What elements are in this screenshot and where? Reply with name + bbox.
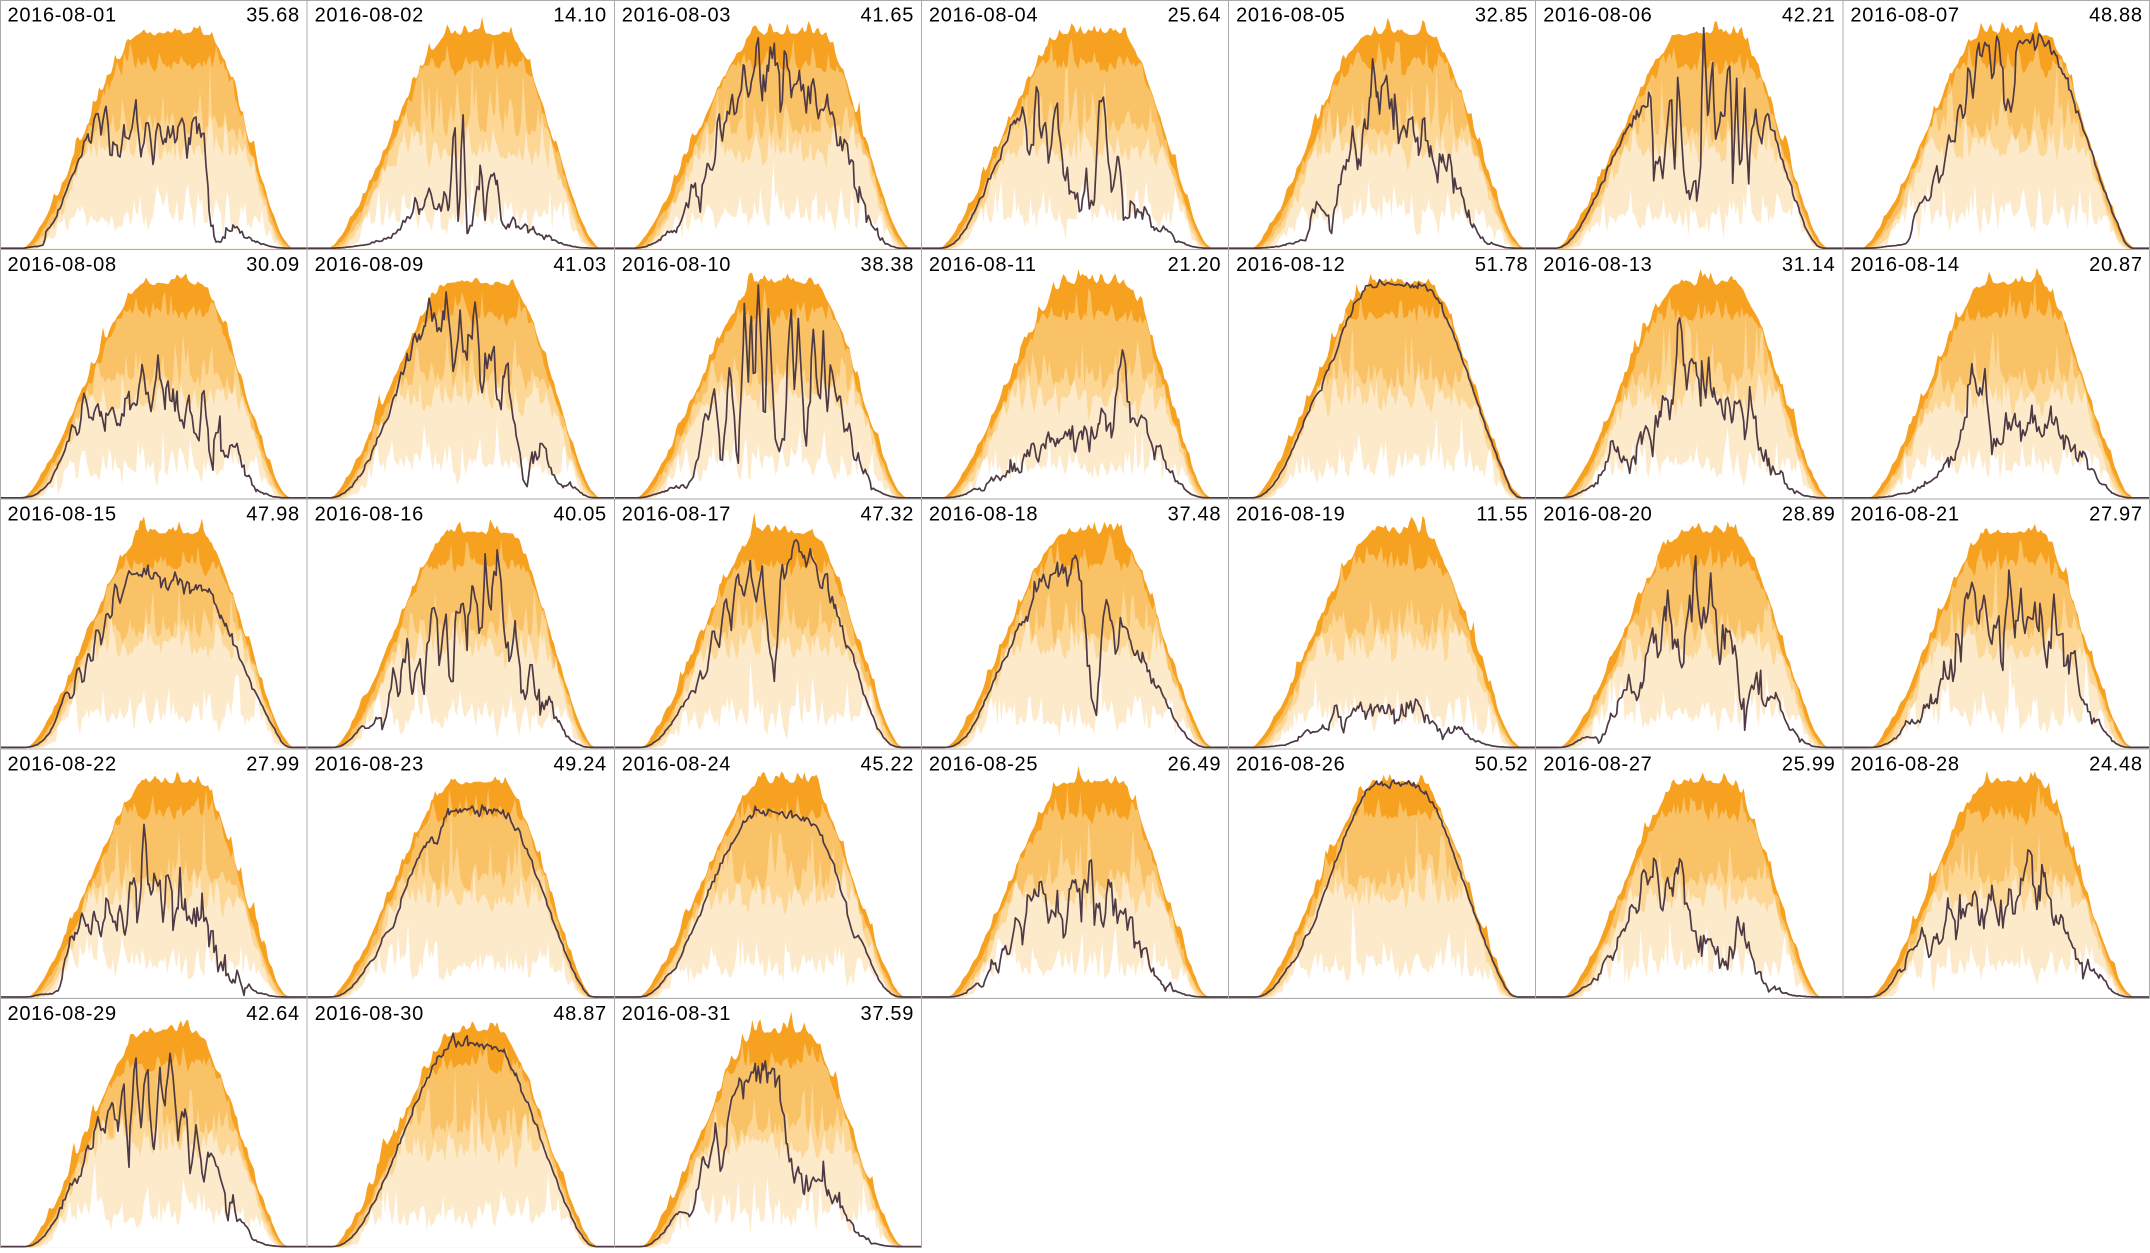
svg-text:11.55: 11.55 bbox=[1476, 504, 1528, 526]
svg-text:2016-08-01: 2016-08-01 bbox=[8, 5, 117, 27]
svg-text:2016-08-10: 2016-08-10 bbox=[622, 254, 731, 276]
svg-text:2016-08-17: 2016-08-17 bbox=[622, 504, 731, 526]
svg-text:2016-08-05: 2016-08-05 bbox=[1236, 5, 1345, 27]
svg-text:2016-08-04: 2016-08-04 bbox=[929, 5, 1038, 27]
svg-text:50.52: 50.52 bbox=[1475, 753, 1529, 775]
svg-text:47.32: 47.32 bbox=[861, 504, 915, 526]
svg-text:37.48: 37.48 bbox=[1168, 504, 1222, 526]
svg-text:28.89: 28.89 bbox=[1782, 504, 1836, 526]
svg-text:2016-08-12: 2016-08-12 bbox=[1236, 254, 1345, 276]
svg-text:2016-08-18: 2016-08-18 bbox=[929, 504, 1038, 526]
svg-text:2016-08-03: 2016-08-03 bbox=[622, 5, 731, 27]
svg-text:14.10: 14.10 bbox=[553, 5, 607, 27]
svg-text:2016-08-09: 2016-08-09 bbox=[315, 254, 424, 276]
svg-text:2016-08-26: 2016-08-26 bbox=[1236, 753, 1345, 775]
svg-text:2016-08-29: 2016-08-29 bbox=[8, 1003, 117, 1025]
svg-text:31.14: 31.14 bbox=[1782, 254, 1836, 276]
svg-text:49.24: 49.24 bbox=[553, 753, 607, 775]
svg-text:24.48: 24.48 bbox=[2089, 753, 2143, 775]
svg-text:2016-08-28: 2016-08-28 bbox=[1850, 753, 1959, 775]
svg-text:48.88: 48.88 bbox=[2089, 5, 2143, 27]
svg-text:48.87: 48.87 bbox=[553, 1003, 607, 1025]
svg-text:2016-08-02: 2016-08-02 bbox=[315, 5, 424, 27]
svg-text:25.64: 25.64 bbox=[1168, 5, 1222, 27]
svg-text:2016-08-08: 2016-08-08 bbox=[8, 254, 117, 276]
svg-text:2016-08-20: 2016-08-20 bbox=[1543, 504, 1652, 526]
svg-text:42.64: 42.64 bbox=[246, 1003, 300, 1025]
svg-text:2016-08-19: 2016-08-19 bbox=[1236, 504, 1345, 526]
svg-text:51.78: 51.78 bbox=[1475, 254, 1529, 276]
svg-text:20.87: 20.87 bbox=[2089, 254, 2143, 276]
svg-text:37.59: 37.59 bbox=[861, 1003, 915, 1025]
svg-text:2016-08-27: 2016-08-27 bbox=[1543, 753, 1652, 775]
svg-text:42.21: 42.21 bbox=[1782, 5, 1836, 27]
svg-text:2016-08-23: 2016-08-23 bbox=[315, 753, 424, 775]
svg-text:21.20: 21.20 bbox=[1168, 254, 1222, 276]
svg-text:25.99: 25.99 bbox=[1782, 753, 1836, 775]
svg-text:2016-08-14: 2016-08-14 bbox=[1850, 254, 1959, 276]
svg-text:2016-08-16: 2016-08-16 bbox=[315, 504, 424, 526]
svg-text:2016-08-24: 2016-08-24 bbox=[622, 753, 731, 775]
svg-text:2016-08-25: 2016-08-25 bbox=[929, 753, 1038, 775]
svg-text:35.68: 35.68 bbox=[246, 5, 300, 27]
svg-text:2016-08-30: 2016-08-30 bbox=[315, 1003, 424, 1025]
svg-text:27.99: 27.99 bbox=[246, 753, 300, 775]
svg-text:45.22: 45.22 bbox=[861, 753, 915, 775]
svg-text:2016-08-07: 2016-08-07 bbox=[1850, 5, 1959, 27]
svg-text:2016-08-13: 2016-08-13 bbox=[1543, 254, 1652, 276]
svg-text:41.03: 41.03 bbox=[553, 254, 607, 276]
svg-text:2016-08-06: 2016-08-06 bbox=[1543, 5, 1652, 27]
svg-text:26.49: 26.49 bbox=[1168, 753, 1222, 775]
svg-text:2016-08-11: 2016-08-11 bbox=[929, 254, 1037, 276]
svg-text:2016-08-15: 2016-08-15 bbox=[8, 504, 117, 526]
svg-text:47.98: 47.98 bbox=[246, 504, 300, 526]
svg-text:27.97: 27.97 bbox=[2089, 504, 2143, 526]
svg-text:38.38: 38.38 bbox=[861, 254, 915, 276]
svg-text:40.05: 40.05 bbox=[553, 504, 607, 526]
svg-text:2016-08-31: 2016-08-31 bbox=[622, 1003, 731, 1025]
svg-text:2016-08-22: 2016-08-22 bbox=[8, 753, 117, 775]
svg-text:32.85: 32.85 bbox=[1475, 5, 1529, 27]
svg-text:2016-08-21: 2016-08-21 bbox=[1850, 504, 1959, 526]
svg-text:41.65: 41.65 bbox=[861, 5, 915, 27]
svg-text:30.09: 30.09 bbox=[246, 254, 300, 276]
